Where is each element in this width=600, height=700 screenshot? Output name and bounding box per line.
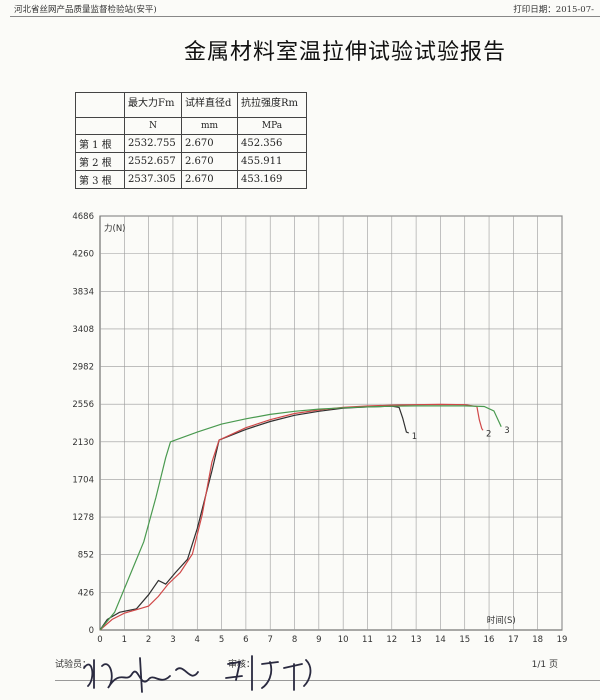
x-tick-label: 7 — [267, 635, 272, 645]
series-line-1 — [99, 405, 410, 631]
y-tick-label: 0 — [89, 626, 94, 636]
table-header-cell: 抗拉强度Rm — [237, 92, 307, 118]
x-tick-label: 18 — [532, 635, 543, 645]
table-cell: 2.670 — [181, 170, 238, 189]
y-tick-label: 3408 — [72, 325, 94, 335]
plot-frame — [99, 215, 563, 631]
print-date: 打印日期：2015-07- — [513, 5, 594, 15]
table-cell: 第 1 根 — [75, 134, 125, 153]
y-axis-label: 力(N) — [104, 223, 126, 234]
y-tick-label: 2982 — [72, 363, 94, 373]
page-number: 1/1 页 — [531, 660, 558, 670]
y-tick-label: 3834 — [72, 287, 94, 297]
table-cell: 452.356 — [237, 134, 307, 153]
table-row: 第 2 根 2552.657 2.670 455.911 — [75, 152, 307, 171]
table-cell: 第 2 根 — [75, 152, 125, 171]
x-tick-label: 10 — [338, 635, 349, 645]
table-cell: 2537.305 — [124, 170, 182, 189]
table-cell: 第 3 根 — [75, 170, 125, 189]
x-tick-label: 13 — [411, 635, 422, 645]
x-tick-label: 3 — [170, 635, 175, 645]
series-line-3 — [99, 405, 502, 631]
y-tick-label: 4260 — [72, 250, 94, 260]
x-tick-label: 0 — [97, 635, 102, 645]
unit-cell: N — [124, 117, 182, 135]
y-tick-label: 852 — [78, 551, 94, 561]
results-table: 最大力Fm 试样直径d 抗拉强度Rm N mm MPa 第 1 根 2532.7… — [75, 92, 307, 189]
series-line-2 — [99, 403, 484, 631]
x-tick-label: 6 — [243, 635, 248, 645]
x-tick-label: 4 — [195, 635, 200, 645]
footer-divider — [55, 680, 600, 681]
series-label-3: 3 — [504, 426, 509, 436]
unit-cell: mm — [181, 117, 238, 135]
x-tick-label: 2 — [146, 635, 151, 645]
table-header-row: 最大力Fm 试样直径d 抗拉强度Rm — [75, 92, 307, 118]
force-time-chart: 0 1 2 3 4 5 6 7 8 9 10 11 12 13 14 15 16 17 18 190426852127… — [72, 212, 568, 645]
table-cell: 2.670 — [181, 134, 238, 153]
table-header-cell — [75, 92, 125, 118]
reviewer-signature — [225, 655, 312, 691]
table-cell: 2552.657 — [124, 152, 182, 171]
table-cell: 455.911 — [237, 152, 307, 171]
table-cell: 453.169 — [237, 170, 307, 189]
org-name: 河北省丝网产品质量监督检验站(安平) — [14, 5, 157, 15]
x-tick-label: 11 — [362, 635, 373, 645]
x-tick-label: 16 — [484, 635, 495, 645]
y-tick-label: 2130 — [72, 438, 94, 448]
tester-signature — [83, 657, 199, 693]
x-tick-label: 15 — [459, 635, 470, 645]
table-header-cell: 最大力Fm — [124, 92, 182, 118]
series-label-2: 2 — [486, 429, 491, 439]
x-tick-label: 17 — [508, 635, 519, 645]
reviewer-label: 审核： — [228, 660, 256, 670]
y-tick-label: 4686 — [72, 212, 94, 222]
table-header-cell: 试样直径d — [181, 92, 238, 118]
unit-cell — [75, 117, 125, 135]
x-tick-label: 9 — [316, 635, 321, 645]
report-title: 金属材料室温拉伸试验试验报告 — [183, 40, 506, 65]
table-row: 第 1 根 2532.755 2.670 452.356 — [75, 134, 307, 153]
y-tick-label: 2556 — [72, 400, 94, 410]
tester-label: 试验员： — [55, 660, 92, 670]
table-unit-row: N mm MPa — [75, 117, 307, 135]
table-cell: 2.670 — [181, 152, 238, 171]
x-tick-label: 19 — [557, 635, 568, 645]
unit-cell: MPa — [237, 117, 307, 135]
x-tick-label: 14 — [435, 635, 446, 645]
table-row: 第 3 根 2537.305 2.670 453.169 — [75, 170, 307, 189]
table-cell: 2532.755 — [124, 134, 182, 153]
x-tick-label: 1 — [122, 635, 127, 645]
series-label-1: 1 — [412, 432, 417, 442]
x-axis-label: 时间(S) — [487, 615, 516, 626]
x-tick-label: 12 — [386, 635, 397, 645]
header-divider — [10, 16, 600, 17]
x-tick-label: 5 — [219, 635, 224, 645]
y-tick-label: 1704 — [72, 475, 94, 485]
x-tick-label: 8 — [292, 635, 297, 645]
y-tick-label: 426 — [78, 588, 94, 598]
y-tick-label: 1278 — [72, 513, 94, 523]
